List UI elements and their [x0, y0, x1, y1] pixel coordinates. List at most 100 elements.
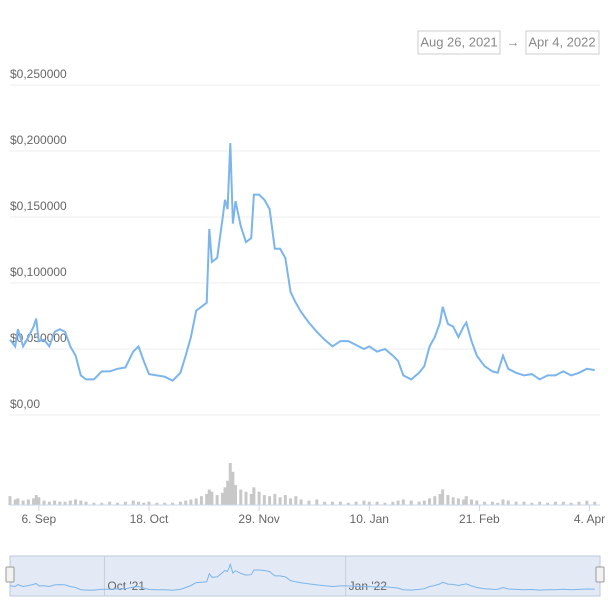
volume-bar	[470, 499, 474, 505]
volume-bar	[231, 471, 235, 505]
volume-bar	[323, 501, 327, 505]
volume-bar	[147, 501, 151, 505]
volume-bar	[68, 500, 72, 505]
volume-bar	[496, 502, 500, 505]
volume-bar	[401, 499, 405, 505]
volume-bar	[53, 500, 57, 505]
volume-bar	[307, 500, 311, 505]
volume-bar	[538, 501, 542, 505]
volume-bar	[108, 501, 112, 505]
volume-bar	[142, 502, 146, 505]
volume-bar	[194, 498, 198, 505]
volume-bar	[210, 491, 214, 505]
volume-bar	[63, 501, 67, 505]
volume-bar	[273, 493, 277, 505]
volume-bar	[462, 499, 466, 505]
volume-bar	[21, 500, 25, 505]
navigator-handle[interactable]	[5, 566, 15, 583]
volume-bar	[131, 500, 135, 505]
volume-bar	[530, 502, 534, 505]
volume-bar	[189, 499, 193, 505]
volume-bar	[593, 501, 597, 505]
range-to-box[interactable]	[525, 30, 600, 55]
volume-bar	[92, 502, 96, 505]
y-tick-label: $0,100000	[10, 265, 67, 279]
date-range: Aug 26, 2021 → Apr 4, 2022	[417, 30, 600, 55]
volume-bar	[184, 500, 188, 505]
volume-bar	[338, 501, 342, 505]
volume-bar	[299, 499, 303, 505]
volume-bar	[223, 487, 227, 505]
volume-bar	[278, 497, 282, 505]
volume-bar	[346, 502, 350, 505]
volume-bar	[315, 499, 319, 505]
volume-bar	[422, 500, 426, 505]
volume-bar	[501, 499, 505, 505]
volume-bar	[362, 500, 366, 505]
volume-bar	[446, 495, 450, 505]
volume-bar	[409, 500, 413, 505]
volume-bar	[163, 502, 167, 505]
x-tick-label: 18. Oct	[130, 512, 169, 526]
volume-bar	[383, 502, 387, 505]
volume-bar	[506, 500, 510, 505]
range-to[interactable]: Apr 4, 2022	[528, 34, 595, 49]
volume-bar	[354, 501, 358, 505]
volume-bar	[226, 480, 230, 505]
volume-bar	[34, 495, 38, 505]
volume-bar	[178, 501, 182, 505]
volume-bar	[375, 501, 379, 505]
volume-bar	[252, 487, 256, 505]
volume-bar	[244, 491, 248, 505]
volume-bar	[58, 501, 62, 505]
volume-bar	[490, 501, 494, 505]
volume-bar	[441, 489, 445, 505]
volume-bar	[433, 496, 437, 505]
x-tick-label: 6. Sep	[21, 512, 56, 526]
y-tick-label: $0,00	[10, 397, 40, 411]
volume-bar	[569, 502, 573, 505]
volume-bar	[268, 496, 272, 505]
y-tick-label: $0,200000	[10, 133, 67, 147]
volume-bar	[136, 501, 140, 505]
volume-bar	[116, 502, 120, 505]
x-tick-label: 4. Apr	[574, 512, 605, 526]
volume-bar	[428, 498, 432, 505]
x-tick-label: 21. Feb	[459, 512, 500, 526]
x-tick-label: 10. Jan	[350, 512, 389, 526]
volume-bar	[483, 501, 487, 505]
volume-bar	[257, 491, 261, 505]
volume-bar	[262, 495, 266, 505]
volume-bar	[289, 498, 293, 505]
volume-bar	[123, 501, 127, 505]
volume-bar	[546, 502, 550, 505]
volume-bar	[249, 493, 253, 505]
volume-bar	[239, 489, 243, 505]
volume-bar	[396, 500, 400, 505]
volume-bar	[32, 498, 36, 505]
volume-bar	[79, 500, 83, 505]
range-from[interactable]: Aug 26, 2021	[420, 34, 497, 49]
volume-bar	[553, 501, 557, 505]
volume-bar	[155, 502, 159, 505]
volume-bar	[220, 492, 224, 505]
volume-bar	[13, 499, 17, 505]
range-from-box[interactable]	[417, 30, 501, 55]
navigator-handle[interactable]	[595, 566, 605, 583]
price-line	[9, 143, 595, 382]
volume-bar	[391, 501, 395, 505]
volume-bar	[577, 501, 581, 505]
volume-bar	[171, 502, 175, 505]
navigator-line	[9, 562, 595, 591]
volume-bar	[199, 496, 203, 505]
volume-bar	[100, 502, 104, 505]
volume-bar	[294, 496, 298, 505]
volume-bar	[456, 498, 460, 505]
range-separator: →	[507, 34, 520, 49]
volume-bar	[475, 500, 479, 505]
volume-bar	[42, 500, 46, 505]
volume-bar	[16, 498, 20, 505]
volume-bar	[464, 496, 468, 505]
volume-bar	[514, 501, 518, 505]
volume-bar	[37, 497, 41, 505]
